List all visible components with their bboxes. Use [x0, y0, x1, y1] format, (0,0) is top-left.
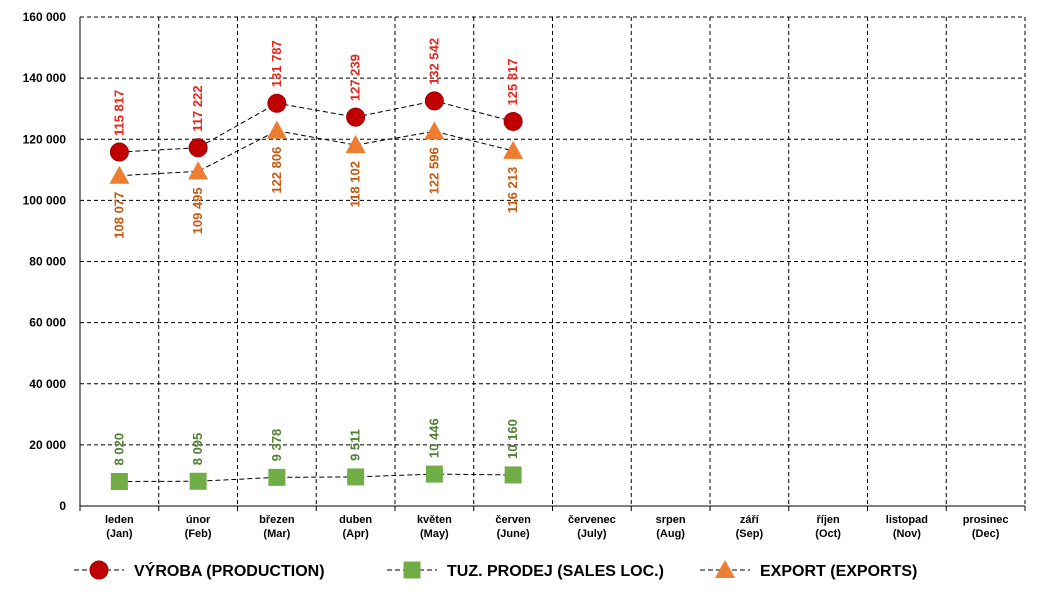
data-point: [424, 91, 444, 111]
data-label: 9 511: [348, 429, 363, 461]
x-tick-label: únor: [186, 514, 211, 526]
data-label: 131 787: [269, 40, 284, 87]
x-tick-label-sub: (Sep): [736, 528, 764, 540]
data-point: [109, 142, 129, 162]
data-point: [266, 120, 287, 139]
data-point: [424, 121, 445, 140]
data-label: 132 542: [426, 38, 441, 85]
data-label: 117 222: [190, 85, 205, 131]
legend-marker: [89, 560, 109, 580]
x-tick-label: říjen: [817, 514, 841, 526]
legend-marker: [403, 561, 421, 579]
x-tick-label-sub: (May): [420, 528, 449, 540]
data-label: 108 077: [111, 192, 126, 239]
y-tick-label: 140 000: [23, 71, 67, 85]
legend-label: EXPORT (EXPORTS): [760, 563, 917, 580]
x-tick-label-sub: (Dec): [972, 528, 1000, 540]
series-line: [119, 100, 514, 153]
y-tick-label: 20 000: [29, 438, 66, 452]
x-tick-label: leden: [105, 514, 134, 526]
data-label: 9 378: [269, 429, 284, 462]
x-tick-label-sub: (Mar): [263, 528, 290, 540]
series-line: [119, 473, 514, 482]
grid: [80, 16, 1026, 506]
y-tick-label: 40 000: [29, 377, 66, 391]
legend-label: VÝROBA (PRODUCTION): [134, 561, 325, 580]
x-tick-label-sub: (Nov): [893, 528, 921, 540]
x-tick-label-sub: (Jan): [106, 528, 133, 540]
data-label: 8 095: [190, 433, 205, 466]
y-tick-label: 60 000: [29, 316, 66, 330]
x-tick-label: březen: [259, 514, 295, 526]
data-point: [347, 468, 365, 486]
legend: VÝROBA (PRODUCTION) TUZ. PRODEJ (SALES LO…: [74, 560, 917, 580]
data-label: 125 817: [505, 58, 520, 105]
data-point: [110, 472, 128, 490]
series: [109, 91, 524, 490]
data-label: 127 239: [348, 54, 363, 101]
data-label: 8 020: [111, 433, 126, 466]
data-label: 122 806: [269, 147, 284, 194]
data-point: [504, 466, 522, 484]
data-point: [503, 140, 524, 159]
data-point: [267, 93, 287, 113]
x-tick-label: prosinec: [963, 514, 1009, 526]
data-point: [425, 465, 443, 483]
data-point: [189, 472, 207, 490]
x-tick-label: listopad: [886, 514, 928, 526]
y-tick-label: 160 000: [23, 10, 67, 24]
y-tick-label: 0: [59, 499, 66, 513]
data-point: [188, 138, 208, 158]
x-tick-label-sub: (Oct): [815, 528, 841, 540]
data-label: 115 817: [111, 90, 126, 136]
data-label: 109 495: [190, 187, 205, 234]
data-point: [503, 111, 523, 131]
data-point: [346, 107, 366, 127]
y-tick-label: 80 000: [29, 255, 66, 269]
x-tick-label: květen: [417, 514, 452, 526]
x-tick-label-sub: (Apr): [342, 528, 369, 540]
data-label: 10 446: [426, 418, 441, 458]
series-line: [119, 130, 514, 177]
y-tick-label: 100 000: [23, 193, 67, 207]
legend-label: TUZ. PRODEJ (SALES LOC.): [447, 563, 664, 580]
data-label: 116 213: [505, 167, 520, 213]
data-label: 10 160: [505, 419, 520, 459]
y-tick-label: 120 000: [23, 132, 67, 146]
x-tick-label-sub: (Aug): [656, 528, 685, 540]
x-tick-label-sub: (Feb): [185, 528, 212, 540]
data-point: [345, 135, 366, 154]
data-label: 118 102: [348, 161, 363, 207]
x-tick-label: srpen: [656, 514, 686, 526]
x-tick-label: červen: [495, 514, 531, 526]
data-point: [268, 468, 286, 486]
data-point: [109, 165, 130, 184]
x-tick-label: duben: [339, 514, 372, 526]
x-tick-label: září: [740, 514, 760, 526]
legend-marker: [715, 560, 735, 578]
data-label: 122 596: [426, 147, 441, 194]
x-tick-label-sub: (June): [497, 528, 530, 540]
data-point: [188, 161, 209, 180]
axes: 0 20 000 40 000 60 000 80 000 100 000 120 000 1…: [23, 10, 1026, 540]
x-tick-label: červenec: [568, 514, 616, 526]
data-labels: 115 817 117 222 131 787 127 239 132 542 125 8…: [111, 38, 520, 466]
x-tick-label-sub: (July): [577, 528, 607, 540]
